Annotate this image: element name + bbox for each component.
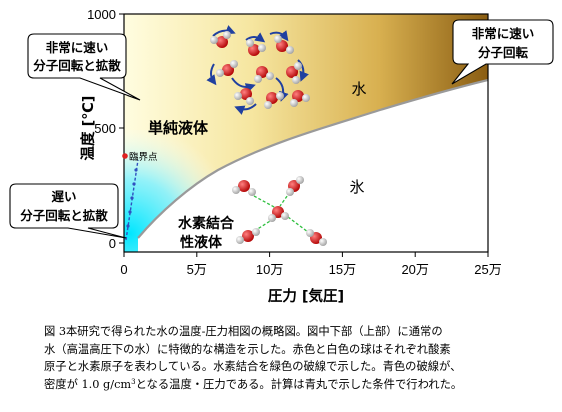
caption-text-4a: 密度が 1.0 g/cm (44, 377, 132, 391)
fast-water-molecules (206, 25, 310, 115)
y-axis-label: 温度 [℃] (79, 96, 97, 161)
hbonded-water-molecules (232, 176, 327, 246)
caption-text-4b: となる温度・圧力である。計算は青丸で示した条件で行われた。 (135, 377, 463, 391)
label-critical-point: 臨界点 (129, 151, 158, 163)
x-axis-label: 圧力 [気圧] (268, 287, 344, 305)
ice-boundary (137, 78, 488, 239)
caption-line-3: 原子と水素原子を表わしている。水素結合を緑色の破線で示した。青色の破線が、 (44, 360, 462, 374)
x-tick-25man: 25万 (474, 262, 501, 277)
y-tick-500: 500 (94, 121, 116, 136)
callout-right-top-line1: 非常に速い (472, 26, 535, 41)
caption-superscript: 3 (131, 377, 136, 386)
y-tick-0: 0 (109, 236, 116, 251)
x-tick-5man: 5万 (187, 262, 207, 277)
label-ice: 氷 (349, 178, 364, 196)
plot-frame (123, 13, 489, 253)
callout-left-bottom-line2: 分子回転と拡散 (20, 208, 108, 223)
callout-right-top-line2: 分子回転 (478, 45, 529, 60)
figure-label: 図 3 (44, 325, 67, 338)
callout-left-top (27, 33, 141, 101)
caption-line-1: 図 3本研究で得られた水の温度-圧力相図の概略図。図中下部（上部）に通常の (44, 323, 554, 341)
caption-text-1: 本研究で得られた水の温度-圧力相図の概略図。図中下部（上部）に通常の (66, 325, 443, 338)
label-hb-liquid-1: 水素結合 (178, 215, 235, 232)
x-tick-15man: 15万 (329, 262, 356, 277)
y-tick-1000: 1000 (87, 7, 116, 22)
callout-left-top-line2: 分子回転と拡散 (33, 58, 121, 73)
callout-left-bottom (9, 183, 127, 239)
x-tick-10man: 10万 (256, 262, 283, 277)
label-water: 水 (351, 80, 366, 98)
x-tick-0: 0 (120, 262, 127, 277)
callout-left-top-line1: 非常に速い (46, 40, 109, 55)
caption-line-2: 水（高温高圧下の水）に特徴的な構造を示した。赤色と白色の球はそれぞれ酸素 (44, 342, 451, 356)
callout-left-bottom-line1: 遅い (51, 189, 76, 204)
density-line (125, 159, 139, 241)
x-tick-20man: 20万 (401, 262, 428, 277)
ice-region (138, 80, 488, 252)
caption-line-4: 密度が 1.0 g/cm3となる温度・圧力である。計算は青丸で示した条件で行われ… (44, 376, 554, 394)
axis-ticks (119, 13, 489, 257)
label-hb-liquid-2: 性液体 (180, 234, 223, 251)
label-simple-liquid: 単純液体 (148, 119, 209, 137)
figure-caption: 図 3本研究で得られた水の温度-圧力相図の概略図。図中下部（上部）に通常の 水（… (44, 323, 554, 393)
critical-point-marker (122, 153, 128, 159)
phase-diagram: 1000 500 0 0 5万 10万 15万 20万 25万 圧力 [気圧] … (9, 7, 554, 305)
sample-points (126, 168, 138, 228)
callout-right-top (451, 19, 554, 85)
